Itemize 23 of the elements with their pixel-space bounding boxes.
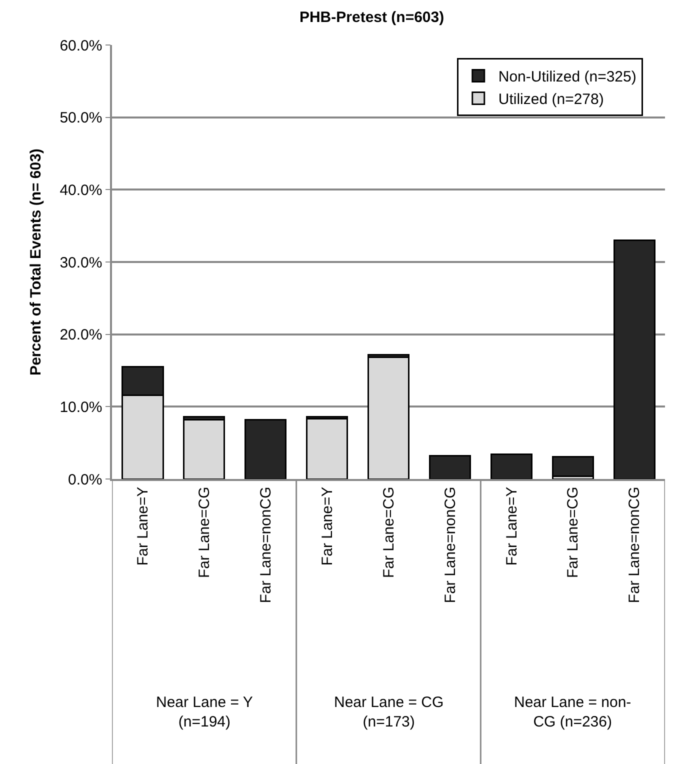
y-tick-label: 10.0%	[60, 398, 102, 416]
text: Near Lane = CG (n=173)	[334, 694, 444, 730]
legend-label: Non-Utilized (n=325)	[498, 68, 636, 86]
y-tick-label: 20.0%	[60, 326, 102, 344]
x-tick-label: Far Lane=Y	[134, 486, 152, 566]
y-tick-label: 30.0%	[60, 254, 102, 272]
y-tick-label: 40.0%	[60, 182, 102, 199]
x-tick-label: Far Lane=CG	[564, 486, 582, 578]
text: Near Lane = non-CG (n=236)	[514, 694, 632, 730]
text: Near Lane = Y (n=194)	[156, 694, 253, 730]
legend-label: Utilized (n=278)	[498, 91, 604, 108]
chart-title: PHB-Pretest (n=603)	[299, 8, 444, 26]
y-axis-title: Percent of Total Events (n= 603)	[27, 148, 44, 376]
x-tick-label: Far Lane=nonCG	[442, 486, 459, 604]
x-tick-label: Far Lane=Y	[503, 486, 520, 566]
x-tick-label: Far Lane=CG	[196, 486, 214, 578]
x-tick-label: Far Lane=nonCG	[257, 486, 274, 604]
y-tick-label: 0.0%	[68, 471, 102, 488]
x-tick-label: Far Lane=nonCG	[626, 486, 644, 604]
y-tick-label: 50.0%	[60, 110, 102, 127]
y-tick-label: 60.0%	[60, 37, 102, 54]
x-tick-label: Far Lane=CG	[380, 486, 398, 578]
x-tick-label: Far Lane=Y	[318, 486, 336, 566]
